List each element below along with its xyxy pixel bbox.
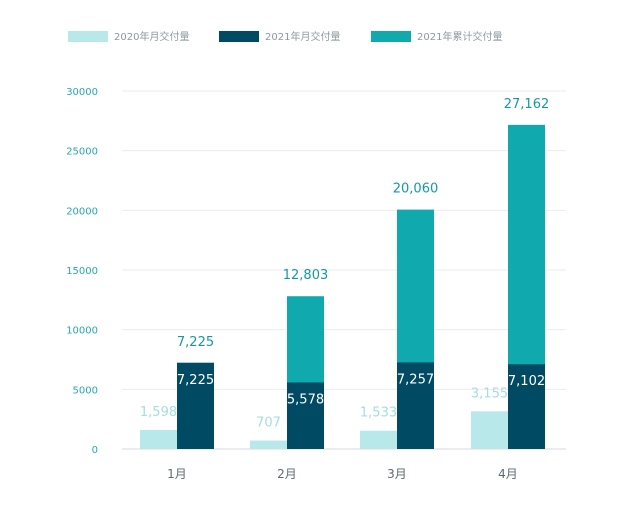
- data-label-2021: 5,578: [287, 392, 324, 407]
- y-tick-label: 30000: [66, 87, 98, 98]
- legend: 2020年月交付量 2021年月交付量 2021年累计交付量: [68, 30, 502, 43]
- bar-2021-monthly: [177, 362, 214, 449]
- legend-label-1: 2020年月交付量: [114, 30, 189, 43]
- data-label-cumulative: 20,060: [393, 182, 439, 197]
- y-tick-label: 25000: [66, 147, 98, 158]
- bar-2021-monthly: [287, 382, 324, 449]
- bar-2021-monthly: [397, 362, 434, 449]
- y-tick-label: 20000: [66, 206, 98, 217]
- legend-label-3: 2021年累计交付量: [417, 30, 502, 43]
- data-label-cumulative: 7,225: [177, 335, 214, 350]
- legend-label-2: 2021年月交付量: [265, 30, 340, 43]
- y-tick-label: 10000: [66, 326, 98, 337]
- legend-swatch-3: [371, 31, 411, 42]
- data-label-2020: 1,533: [360, 406, 397, 421]
- x-tick-label: 2月: [277, 467, 297, 481]
- y-tick-label: 0: [92, 445, 98, 456]
- y-tick-label: 5000: [73, 385, 98, 396]
- bars: [140, 124, 545, 450]
- data-labels: 1,598 7,225 7,225 707 5,578 12,803 1,533 7,257 2…: [140, 97, 549, 431]
- data-label-cumulative: 12,803: [283, 268, 329, 283]
- legend-swatch-2: [219, 31, 259, 42]
- bar-2020-monthly: [140, 429, 177, 449]
- x-tick-label: 3月: [387, 467, 407, 481]
- data-label-2021: 7,225: [177, 373, 214, 388]
- data-label-2020: 707: [256, 416, 281, 431]
- data-label-2021: 7,257: [397, 372, 434, 387]
- bar-2020-monthly: [471, 411, 508, 449]
- legend-swatch-1: [68, 31, 108, 42]
- data-label-2020: 1,598: [140, 405, 177, 420]
- bar-2020-monthly: [360, 430, 397, 449]
- x-tick-label: 4月: [498, 467, 518, 481]
- data-label-cumulative: 27,162: [504, 97, 550, 112]
- bar-2020-monthly: [250, 440, 287, 449]
- bar-2021-monthly: [508, 364, 545, 449]
- data-label-2021: 7,102: [508, 374, 545, 389]
- x-tick-label: 1月: [167, 467, 187, 481]
- y-axis: 0 5000 10000 15000 20000 25000 30000: [66, 87, 98, 456]
- x-axis: 1月 2月 3月 4月: [167, 467, 518, 481]
- y-tick-label: 15000: [66, 266, 98, 277]
- data-label-2020: 3,155: [471, 386, 508, 401]
